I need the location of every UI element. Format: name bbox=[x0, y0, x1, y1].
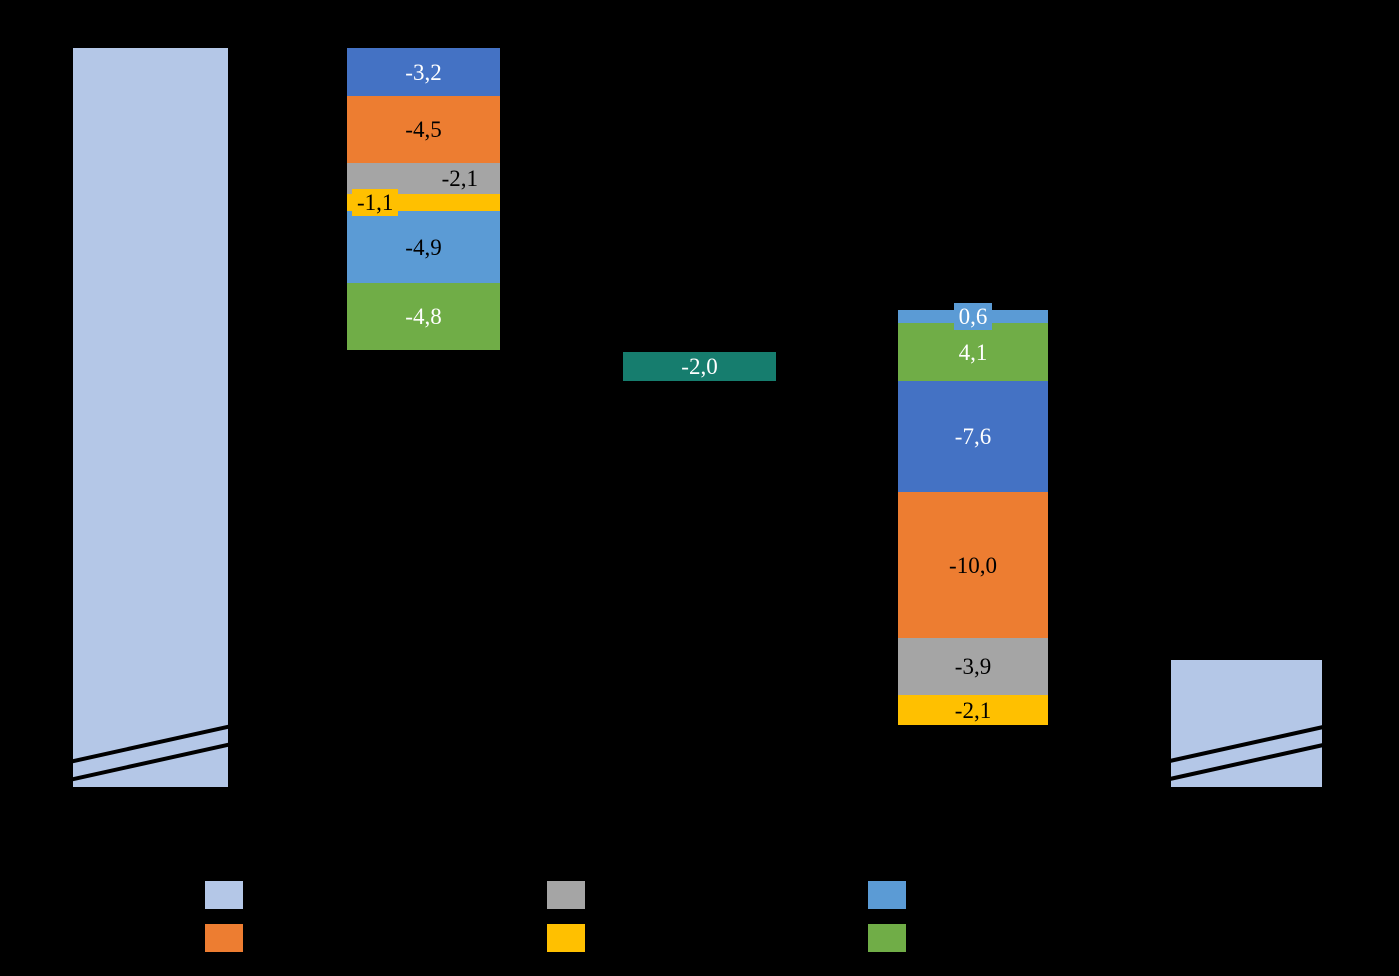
opening-total-bar bbox=[64, 48, 237, 787]
data-label: -10,0 bbox=[949, 552, 997, 578]
decrease-stack-1-segment: -4,5 bbox=[347, 96, 500, 163]
decrease-stack-1-segment: -3,2 bbox=[347, 48, 500, 96]
data-label: -2,1 bbox=[441, 166, 478, 191]
legend-gray-swatch bbox=[547, 881, 585, 909]
data-label: -7,6 bbox=[954, 424, 992, 449]
decrease-stack-1-segment: -2,1 bbox=[347, 163, 500, 194]
decrease-stack-2-segment: 0,6 bbox=[898, 303, 1048, 330]
decrease-stack-1-segment: -4,9 bbox=[347, 211, 500, 283]
decrease-stack-1: -3,2 -4,5 -2,1 -1,1 -4,9 -4,8 bbox=[347, 0, 500, 976]
data-label: 4,1 bbox=[958, 339, 988, 365]
data-label: -2,1 bbox=[954, 697, 992, 723]
decrease-stack-2-segment: -2,1 bbox=[898, 695, 1048, 725]
decrease-stack-2: 0,6 4,1 -7,6 -10,0 -3,9 -2,1 bbox=[898, 0, 1048, 976]
decrease-stack-2-segment: -10,0 bbox=[898, 492, 1048, 638]
legend-green-swatch bbox=[868, 924, 906, 952]
decrease-stack-1-segment: -4,8 bbox=[347, 283, 500, 350]
data-label: -3,9 bbox=[954, 654, 992, 679]
axis-break-line bbox=[64, 741, 237, 783]
decrease-stack-1-segment: -1,1 bbox=[347, 189, 500, 216]
data-label: -2,0 bbox=[681, 354, 718, 379]
legend-yellow-swatch bbox=[547, 924, 585, 952]
axis-break-line bbox=[1162, 723, 1331, 765]
subtotal-step-bar: -2,0 bbox=[623, 0, 776, 976]
legend-light-blue-swatch bbox=[868, 881, 906, 909]
data-label: -4,5 bbox=[405, 117, 442, 142]
data-label: 0,6 bbox=[953, 303, 993, 330]
legend-pale-blue-swatch bbox=[205, 881, 243, 909]
data-label: -1,1 bbox=[352, 189, 399, 216]
data-label: -4,9 bbox=[405, 234, 442, 260]
data-label: -3,2 bbox=[405, 59, 442, 85]
closing-total-bar bbox=[1162, 660, 1331, 787]
legend-orange-swatch bbox=[205, 924, 243, 952]
decrease-stack-2-segment: -7,6 bbox=[898, 381, 1048, 492]
subtotal-step-bar-segment: -2,0 bbox=[623, 352, 776, 381]
data-label: -4,8 bbox=[405, 304, 442, 329]
decrease-stack-2-segment: -3,9 bbox=[898, 638, 1048, 695]
axis-break-line bbox=[1162, 741, 1331, 783]
decrease-stack-2-segment: 4,1 bbox=[898, 323, 1048, 381]
axis-break-line bbox=[64, 723, 237, 765]
